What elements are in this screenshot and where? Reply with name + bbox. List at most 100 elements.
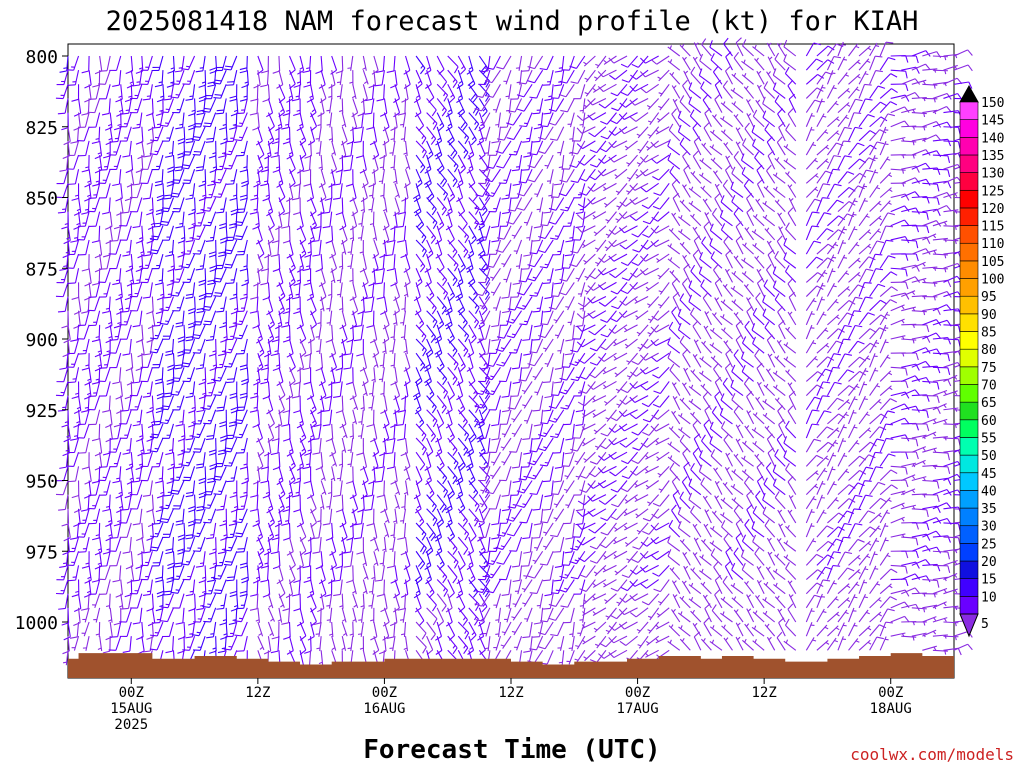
wind-barb bbox=[816, 113, 827, 128]
wind-barb bbox=[132, 268, 143, 285]
wind-barb bbox=[805, 637, 817, 651]
wind-barb bbox=[688, 96, 702, 114]
wind-barb bbox=[73, 296, 82, 315]
wind-barb bbox=[185, 183, 196, 200]
wind-barb bbox=[110, 621, 122, 638]
wind-barb bbox=[805, 470, 819, 481]
wind-barb bbox=[495, 140, 512, 154]
ground-layer bbox=[68, 653, 954, 678]
wind-barb bbox=[171, 367, 185, 382]
wind-barb bbox=[805, 324, 815, 340]
wind-barb bbox=[574, 649, 586, 664]
wind-barb bbox=[805, 522, 815, 538]
wind-barb bbox=[516, 183, 533, 197]
wind-barb bbox=[341, 621, 348, 637]
wind-barb bbox=[182, 367, 196, 383]
wind-barb bbox=[669, 567, 681, 580]
wind-barb bbox=[130, 98, 143, 114]
wind-barb bbox=[162, 621, 175, 638]
wind-barb bbox=[386, 254, 396, 272]
wind-barb bbox=[394, 494, 400, 510]
wind-barb bbox=[506, 126, 523, 141]
wind-barb bbox=[113, 112, 122, 131]
wind-barb bbox=[519, 112, 533, 128]
wind-barb bbox=[166, 169, 175, 187]
wind-barb bbox=[346, 565, 354, 584]
wind-barb bbox=[783, 39, 797, 57]
wind-barb bbox=[752, 307, 765, 326]
wind-barb bbox=[415, 635, 427, 654]
wind-barb bbox=[583, 55, 596, 67]
colorbar-segment bbox=[959, 260, 979, 279]
wind-barb bbox=[266, 494, 274, 514]
wind-barb bbox=[255, 225, 263, 245]
wind-barb bbox=[415, 522, 427, 541]
wind-barb bbox=[744, 580, 755, 595]
wind-barb bbox=[426, 522, 436, 542]
wind-barb bbox=[397, 522, 407, 540]
wind-barb bbox=[911, 347, 931, 354]
wind-barb bbox=[610, 310, 628, 323]
wind-barb bbox=[837, 597, 851, 609]
wind-barb bbox=[119, 310, 132, 326]
wind-barb bbox=[70, 126, 80, 144]
wind-barb bbox=[702, 495, 712, 510]
wind-barb bbox=[94, 338, 103, 358]
wind-barb bbox=[101, 98, 111, 116]
wind-barb bbox=[848, 241, 860, 255]
wind-barb bbox=[683, 565, 691, 580]
wind-barb bbox=[142, 183, 153, 200]
wind-barb bbox=[347, 239, 354, 255]
wind-barb bbox=[922, 348, 942, 356]
wind-barb bbox=[505, 84, 512, 100]
wind-barb bbox=[741, 271, 754, 283]
wind-barb bbox=[730, 285, 744, 297]
wind-barb bbox=[573, 579, 586, 595]
colorbar-level-label: 140 bbox=[981, 131, 1004, 146]
wind-barb bbox=[517, 197, 533, 211]
wind-barb bbox=[532, 296, 544, 313]
colorbar-segment bbox=[959, 119, 979, 138]
wind-barb bbox=[543, 338, 554, 352]
wind-barb bbox=[493, 593, 501, 609]
wind-barb bbox=[682, 184, 691, 198]
wind-barb bbox=[869, 398, 882, 411]
wind-barb bbox=[848, 409, 857, 425]
wind-barb bbox=[331, 452, 338, 467]
wind-barb bbox=[368, 579, 375, 595]
wind-barb bbox=[113, 607, 122, 626]
wind-barb bbox=[650, 55, 670, 65]
wind-barb bbox=[140, 169, 153, 185]
wind-barb bbox=[195, 55, 206, 73]
wind-barb bbox=[879, 200, 892, 213]
wind-barb bbox=[943, 506, 962, 515]
wind-barb bbox=[92, 522, 101, 541]
wind-barb bbox=[538, 126, 554, 141]
wind-barb bbox=[282, 126, 291, 145]
wind-barb bbox=[193, 409, 206, 425]
wind-barb bbox=[379, 437, 387, 457]
wind-barb bbox=[108, 338, 122, 354]
wind-barb bbox=[756, 566, 765, 580]
wind-barb bbox=[731, 72, 744, 85]
wind-barb bbox=[192, 536, 206, 552]
wind-barb bbox=[827, 314, 840, 326]
wind-barb bbox=[774, 595, 786, 609]
wind-barb bbox=[219, 607, 228, 626]
wind-barb bbox=[105, 508, 113, 528]
wind-barb bbox=[371, 565, 376, 581]
wind-barb bbox=[805, 495, 817, 510]
wind-barb bbox=[943, 374, 958, 382]
wind-barb bbox=[185, 282, 196, 300]
wind-barb bbox=[636, 522, 649, 535]
wind-barb bbox=[263, 636, 272, 655]
wind-barb bbox=[330, 466, 336, 482]
wind-barb bbox=[688, 398, 702, 411]
wind-barb bbox=[415, 437, 427, 456]
wind-barb bbox=[143, 338, 153, 356]
wind-barb bbox=[879, 385, 893, 397]
wind-barb bbox=[193, 508, 206, 524]
wind-barb bbox=[91, 423, 101, 442]
wind-barb bbox=[890, 564, 908, 574]
wind-barb bbox=[671, 580, 681, 594]
